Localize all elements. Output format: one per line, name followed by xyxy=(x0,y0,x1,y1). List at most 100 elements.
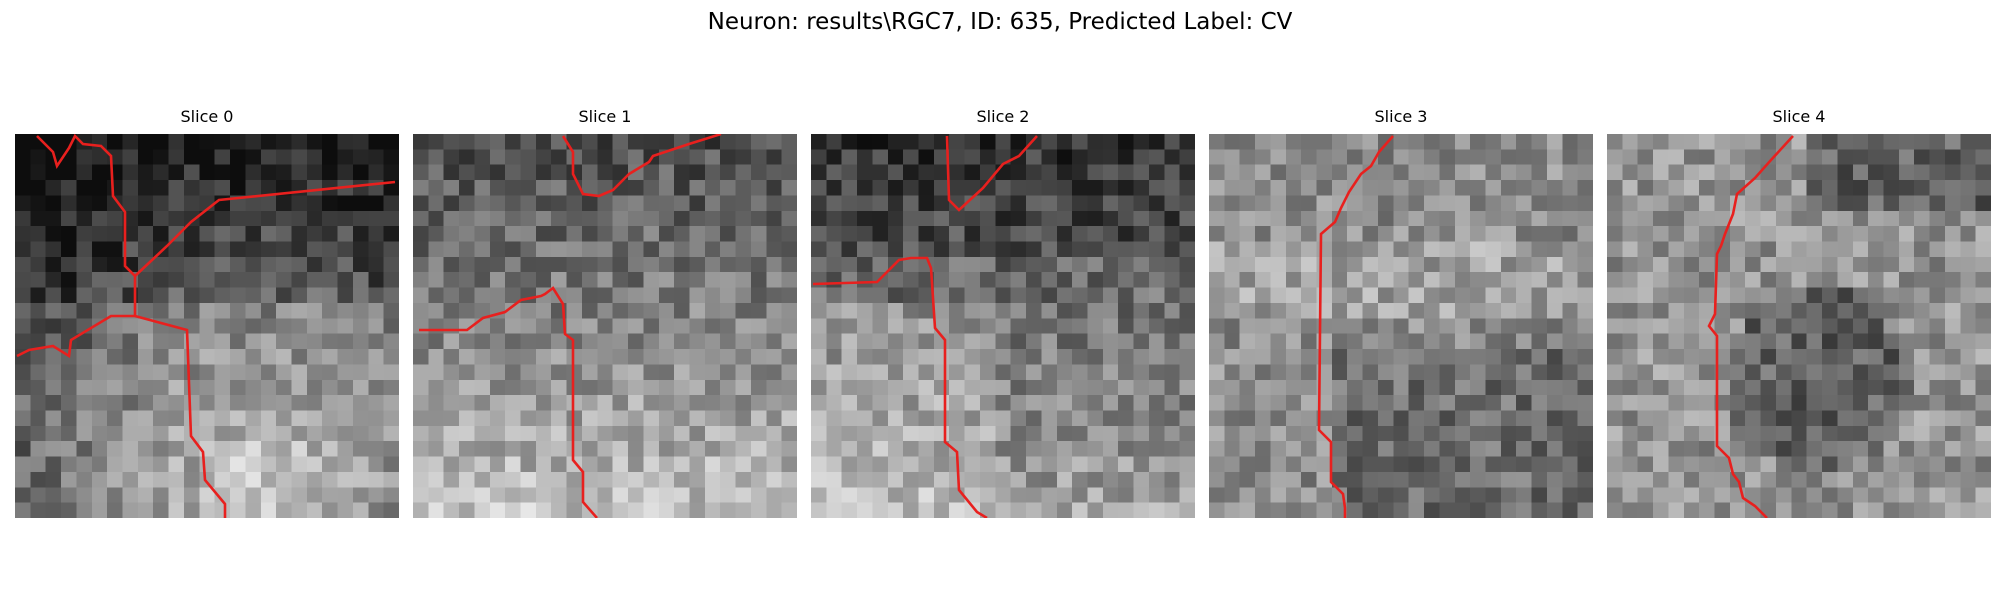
pixel xyxy=(260,364,277,381)
pixel xyxy=(107,425,124,442)
pixel xyxy=(750,318,767,335)
pixel xyxy=(1500,134,1517,150)
pixel xyxy=(1209,226,1225,243)
pixel xyxy=(1393,287,1410,304)
pixel xyxy=(337,349,354,365)
pixel xyxy=(1224,333,1241,350)
pixel xyxy=(1362,287,1379,304)
pixel xyxy=(1331,287,1348,304)
pixel xyxy=(1668,149,1685,166)
pixel xyxy=(933,149,950,166)
pixel xyxy=(612,180,629,197)
pixel xyxy=(1775,134,1792,150)
pixel xyxy=(107,456,124,473)
pixel xyxy=(750,456,767,473)
pixel xyxy=(1485,241,1502,258)
pixel xyxy=(1148,287,1165,304)
pixel xyxy=(1331,180,1348,197)
pixel xyxy=(918,456,935,473)
pixel xyxy=(1914,195,1931,212)
pixel xyxy=(964,226,981,243)
pixel xyxy=(1975,456,1991,473)
pixel xyxy=(949,333,966,350)
pixel xyxy=(1072,379,1089,396)
pixel xyxy=(781,441,797,458)
pixel xyxy=(826,441,843,458)
pixel xyxy=(489,180,506,197)
pixel xyxy=(766,410,783,427)
pixel xyxy=(1056,210,1073,227)
pixel xyxy=(199,318,216,335)
pixel xyxy=(1439,379,1456,396)
pixel xyxy=(1883,333,1900,350)
pixel xyxy=(214,379,231,396)
pixel xyxy=(933,410,950,427)
pixel xyxy=(183,349,200,365)
pixel xyxy=(1285,502,1302,518)
pixel xyxy=(658,195,675,212)
pixel xyxy=(61,226,78,243)
pixel xyxy=(1760,226,1777,243)
pixel xyxy=(1102,471,1119,488)
pixel xyxy=(1546,149,1563,166)
pixel xyxy=(857,487,874,504)
pixel xyxy=(1164,441,1181,458)
pixel xyxy=(1668,395,1685,412)
pixel xyxy=(107,471,124,488)
pixel xyxy=(276,256,293,273)
pixel xyxy=(857,425,874,442)
pixel xyxy=(1026,210,1042,227)
pixel xyxy=(276,441,293,458)
pixel xyxy=(1424,471,1440,488)
pixel xyxy=(214,318,231,335)
pixel xyxy=(781,195,797,212)
pixel xyxy=(1179,425,1195,442)
pixel xyxy=(1362,456,1379,473)
pixel xyxy=(122,226,139,243)
pixel xyxy=(1960,180,1977,197)
pixel xyxy=(566,471,583,488)
pixel xyxy=(1531,241,1548,258)
pixel xyxy=(1118,441,1135,458)
pixel xyxy=(230,272,246,289)
pixel xyxy=(1637,134,1654,150)
pixel xyxy=(979,241,996,258)
pixel xyxy=(1118,364,1135,381)
pixel xyxy=(1072,364,1089,381)
pixel xyxy=(535,195,552,212)
pixel xyxy=(1209,425,1225,442)
pixel xyxy=(1148,164,1165,181)
pixel xyxy=(964,425,981,442)
pixel xyxy=(1424,180,1440,197)
pixel xyxy=(1960,134,1977,150)
pixel xyxy=(720,302,737,319)
pixel xyxy=(30,134,47,150)
pixel xyxy=(887,395,904,412)
pixel xyxy=(1285,395,1302,412)
pixel xyxy=(183,272,200,289)
pixel xyxy=(183,456,200,473)
pixel xyxy=(1929,241,1946,258)
pixel xyxy=(45,364,62,381)
pixel xyxy=(489,318,506,335)
pixel xyxy=(1607,425,1623,442)
pixel xyxy=(1118,456,1135,473)
pixel xyxy=(689,456,706,473)
pixel xyxy=(1026,272,1042,289)
pixel xyxy=(964,349,981,365)
pixel xyxy=(230,333,246,350)
pixel xyxy=(1485,134,1502,150)
pixel xyxy=(735,425,752,442)
pixel xyxy=(979,502,996,518)
pixel xyxy=(1914,318,1931,335)
pixel xyxy=(291,425,308,442)
pixel xyxy=(1775,349,1792,365)
pixel xyxy=(1118,195,1135,212)
pixel xyxy=(230,471,246,488)
pixel xyxy=(137,502,154,518)
pixel xyxy=(1285,302,1302,319)
pixel xyxy=(1239,180,1256,197)
pixel xyxy=(489,471,506,488)
pixel xyxy=(260,164,277,181)
pixel xyxy=(1485,226,1502,243)
